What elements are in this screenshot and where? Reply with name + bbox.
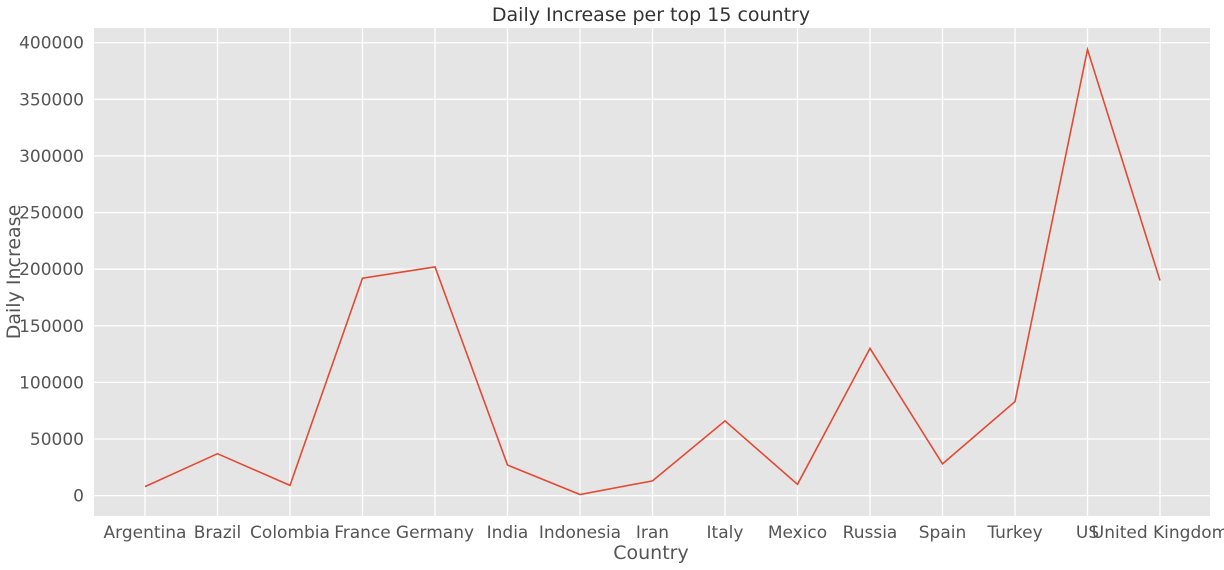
- series-line: [144, 46, 1161, 496]
- chart-title: Daily Increase per top 15 country: [492, 4, 810, 26]
- x-tick-label: Brazil: [194, 523, 241, 543]
- x-tick-label: United Kingdom: [1092, 523, 1224, 543]
- y-axis-ticks: 0 50000 100000 150000 200000 250000 300000 3500…: [19, 34, 84, 507]
- y-tick-label: 0: [73, 487, 84, 507]
- x-tick-label: France: [334, 523, 391, 543]
- y-tick-label: 150000: [19, 317, 84, 337]
- x-tick-label: India: [487, 523, 529, 543]
- y-tick-label: 250000: [19, 204, 84, 224]
- grid-lines: [94, 28, 1210, 516]
- x-tick-label: US: [1076, 523, 1099, 543]
- x-tick-label: Colombia: [250, 523, 330, 543]
- x-tick-label: Mexico: [768, 523, 827, 543]
- x-axis-label: Country: [613, 542, 688, 564]
- y-tick-label: 100000: [19, 373, 84, 393]
- x-tick-label: Argentina: [104, 523, 187, 543]
- x-tick-label: Indonesia: [539, 523, 621, 543]
- x-axis-ticks: Argentina Brazil Colombia France Germany Indi…: [104, 523, 1224, 543]
- x-tick-label: Russia: [843, 523, 898, 543]
- y-axis-label: Daily Increase: [3, 205, 25, 340]
- y-tick-label: 50000: [30, 430, 84, 450]
- x-tick-label: Spain: [919, 523, 967, 543]
- y-tick-label: 300000: [19, 147, 84, 167]
- x-tick-label: Turkey: [986, 523, 1042, 543]
- x-tick-label: Italy: [707, 523, 744, 543]
- y-tick-label: 400000: [19, 34, 84, 54]
- y-tick-label: 200000: [19, 260, 84, 280]
- x-tick-label: Iran: [636, 523, 669, 543]
- x-tick-label: Germany: [396, 523, 474, 543]
- y-tick-label: 350000: [19, 90, 84, 110]
